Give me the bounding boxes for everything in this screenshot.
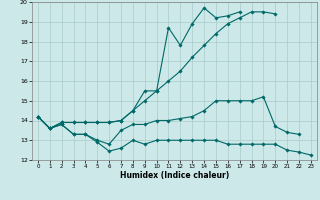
X-axis label: Humidex (Indice chaleur): Humidex (Indice chaleur) xyxy=(120,171,229,180)
